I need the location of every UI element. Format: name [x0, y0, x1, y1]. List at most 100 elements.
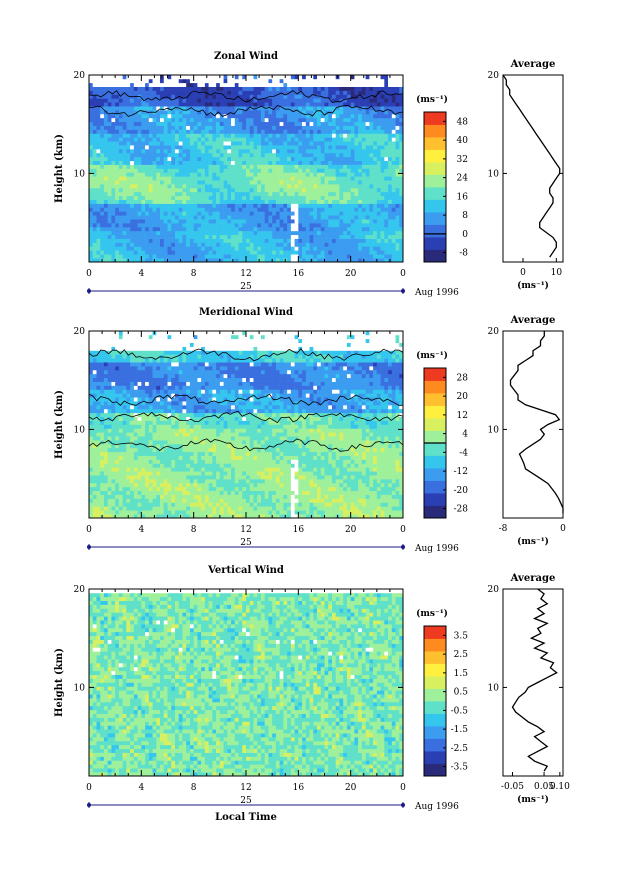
heatmap-cell: [261, 192, 265, 196]
heatmap-cell: [339, 219, 343, 223]
heatmap-cell: [141, 207, 145, 211]
heatmap-cell: [302, 169, 306, 173]
heatmap-cell: [239, 114, 243, 118]
heatmap-cell: [141, 499, 145, 503]
heatmap-cell: [332, 122, 336, 126]
heatmap-cell: [339, 83, 343, 87]
heatmap-cell: [96, 188, 100, 192]
heatmap-cell: [168, 506, 172, 510]
heatmap-cell: [227, 491, 231, 495]
heatmap-cell: [332, 219, 336, 223]
heatmap-cell: [231, 114, 235, 118]
heatmap-cell: [298, 161, 302, 165]
heatmap-cell: [205, 211, 209, 215]
heatmap-cell: [373, 192, 377, 196]
heatmap-cell: [216, 239, 220, 243]
heatmap-cell: [306, 83, 310, 87]
heatmap-cell: [298, 250, 302, 254]
heatmap-cell: [149, 235, 153, 239]
heatmap-cell: [179, 184, 183, 188]
heatmap-cell: [347, 207, 351, 211]
heatmap-cell: [182, 83, 186, 87]
heatmap-cell: [100, 200, 104, 204]
heatmap-cell: [138, 502, 142, 506]
heatmap-cell: [336, 87, 340, 91]
heatmap-cell: [141, 133, 145, 137]
heatmap-cell: [328, 204, 332, 208]
heatmap-cell: [321, 161, 325, 165]
heatmap-cell: [336, 91, 340, 95]
heatmap-cell: [104, 483, 108, 487]
heatmap-cell: [347, 215, 351, 219]
heatmap-cell: [384, 184, 388, 188]
heatmap-cell: [130, 98, 134, 102]
heatmap-cell: [283, 169, 287, 173]
heatmap-cell: [291, 83, 295, 87]
heatmap-cell: [89, 192, 93, 196]
heatmap-cell: [89, 483, 93, 487]
heatmap-cell: [96, 510, 100, 514]
heatmap-cell: [325, 75, 329, 79]
heatmap-cell: [384, 483, 388, 487]
heatmap-cell: [381, 106, 385, 110]
heatmap-cell: [306, 196, 310, 200]
heatmap-cell: [119, 215, 123, 219]
heatmap-cell: [388, 200, 392, 204]
heatmap-cell: [347, 219, 351, 223]
heatmap-cell: [123, 483, 127, 487]
heatmap-cell: [283, 192, 287, 196]
heatmap-cell: [328, 141, 332, 145]
heatmap-cell: [250, 196, 254, 200]
heatmap-cell: [362, 506, 366, 510]
heatmap-cell: [343, 211, 347, 215]
heatmap-cell: [373, 491, 377, 495]
heatmap-cell: [358, 145, 362, 149]
heatmap-cell: [298, 207, 302, 211]
heatmap-cell: [138, 141, 142, 145]
heatmap-cell: [321, 479, 325, 483]
heatmap-cell: [358, 165, 362, 169]
heatmap-cell: [377, 254, 381, 258]
heatmap-cell: [96, 246, 100, 250]
heatmap-cell: [381, 172, 385, 176]
heatmap-cell: [253, 149, 257, 153]
heatmap-cell: [182, 227, 186, 231]
heatmap-cell: [268, 192, 272, 196]
heatmap-cell: [287, 157, 291, 161]
heatmap-cell: [216, 106, 220, 110]
heatmap-cell: [111, 219, 115, 223]
heatmap-cell: [265, 219, 269, 223]
heatmap-cell: [231, 235, 235, 239]
heatmap-cell: [141, 483, 145, 487]
heatmap-cell: [190, 200, 194, 204]
heatmap-cell: [104, 180, 108, 184]
heatmap-cell: [272, 141, 276, 145]
heatmap-cell: [201, 239, 205, 243]
heatmap-cell: [179, 250, 183, 254]
heatmap-cell: [201, 149, 205, 153]
wind-profiler-figure: Zonal Wind1020Height (km)048121620025Aug…: [0, 0, 620, 873]
heatmap-cell: [201, 130, 205, 134]
heatmap-cell: [388, 176, 392, 180]
heatmap-cell: [287, 110, 291, 114]
heatmap-cell: [291, 235, 295, 239]
heatmap-cell: [366, 243, 370, 247]
heatmap-cell: [149, 133, 153, 137]
heatmap-cell: [96, 487, 100, 491]
heatmap-cell: [209, 79, 213, 83]
heatmap-cell: [325, 499, 329, 503]
heatmap-cell: [246, 161, 250, 165]
heatmap-cell: [164, 149, 168, 153]
heatmap-cell: [358, 495, 362, 499]
heatmap-cell: [182, 506, 186, 510]
heatmap-cell: [201, 188, 205, 192]
heatmap-cell: [153, 106, 157, 110]
heatmap-cell: [205, 176, 209, 180]
heatmap-cell: [216, 184, 220, 188]
heatmap-cell: [212, 188, 216, 192]
heatmap-cell: [325, 219, 329, 223]
heatmap-cell: [381, 98, 385, 102]
heatmap-cell: [175, 102, 179, 106]
heatmap-cell: [194, 254, 198, 258]
heatmap-cell: [115, 122, 119, 126]
